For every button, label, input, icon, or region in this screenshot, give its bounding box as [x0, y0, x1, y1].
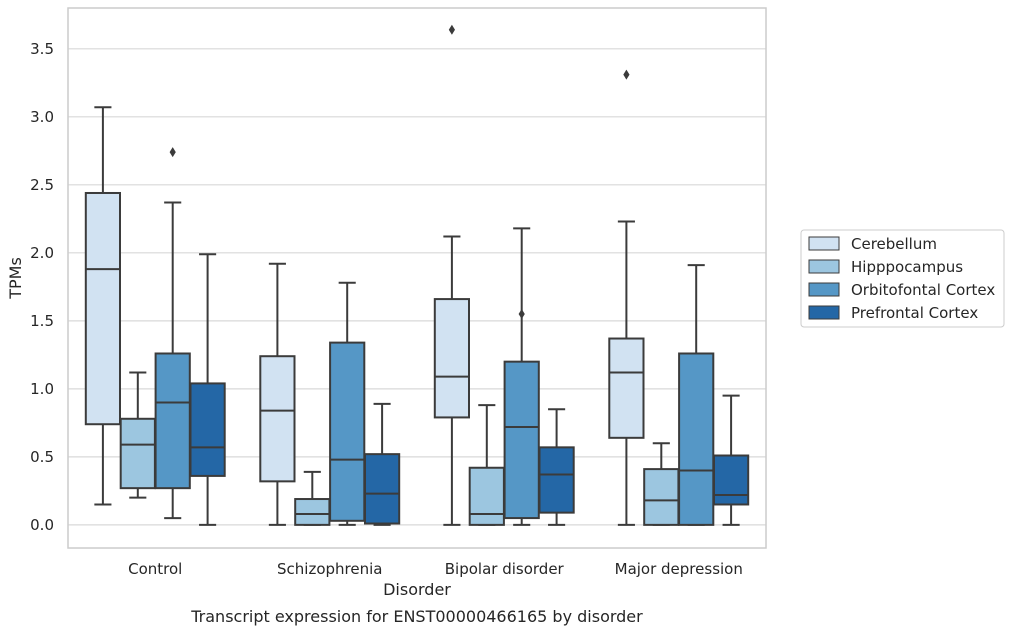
legend-label: Cerebellum: [851, 235, 937, 253]
box-group: [84, 106, 122, 506]
outlier-point: [448, 24, 455, 35]
box-group: [678, 264, 715, 526]
y-axis-ticks: 0.0 0.5 1.0 1.5 2.0 2.5 3.0 3.5: [30, 40, 54, 534]
legend-label: Hipppocampus: [851, 258, 963, 276]
box-group: [538, 408, 575, 526]
box-group: [608, 69, 645, 526]
legend-label: Prefrontal Cortex: [851, 304, 978, 322]
y-tick-label: 0.0: [30, 516, 54, 534]
y-tick-label: 2.0: [30, 244, 54, 262]
box: [189, 382, 226, 477]
x-tick-label: Control: [128, 560, 182, 578]
outlier-point: [518, 309, 525, 320]
box-group: [294, 470, 331, 526]
x-tick-label: Schizophrenia: [277, 560, 382, 578]
y-tick-label: 0.5: [30, 448, 54, 466]
box: [468, 466, 505, 526]
box-group: [468, 404, 505, 526]
box-group: [329, 281, 366, 526]
box: [538, 446, 575, 514]
box: [433, 298, 471, 419]
box-group: [189, 253, 226, 526]
y-tick-label: 3.5: [30, 40, 54, 58]
y-tick-label: 2.5: [30, 176, 54, 194]
box-group: [363, 402, 401, 526]
box: [643, 468, 680, 526]
box: [608, 337, 645, 439]
box: [259, 355, 296, 483]
box-group: [119, 371, 156, 499]
legend-swatch: [808, 236, 840, 251]
y-tick-label: 1.0: [30, 380, 54, 398]
box: [712, 454, 750, 506]
legend-swatch: [808, 305, 840, 320]
plot-frame: [67, 7, 767, 549]
outlier-point: [623, 69, 630, 80]
y-tick-label: 1.5: [30, 312, 54, 330]
box-group: [503, 227, 540, 526]
box-group: [154, 147, 191, 520]
box: [363, 453, 401, 525]
y-tick-label: 3.0: [30, 108, 54, 126]
x-axis-ticks: Control Schizophrenia Bipolar disorder Majo…: [128, 560, 743, 578]
outlier-point: [169, 147, 176, 158]
box: [294, 498, 331, 526]
box: [329, 341, 366, 522]
box-group: [643, 442, 680, 526]
legend-label: Orbitofontal Cortex: [851, 281, 995, 299]
box: [678, 352, 715, 526]
boxes: [84, 24, 750, 526]
legend: Cerebellum Hipppocampus Orbitofontal Corte…: [800, 229, 1005, 328]
legend-swatch: [808, 259, 840, 274]
legend-frame: [800, 229, 1005, 328]
legend-swatch: [808, 282, 840, 297]
chart-caption: Transcript expression for ENST0000046616…: [190, 607, 643, 626]
box-group: [712, 394, 750, 526]
box-group: [259, 262, 296, 526]
box: [503, 360, 540, 520]
box: [119, 417, 156, 490]
y-axis-label: TPMs: [6, 257, 25, 300]
box: [154, 352, 191, 490]
x-tick-label: Major depression: [615, 560, 743, 578]
box-group: [433, 24, 471, 526]
x-axis-label: Disorder: [383, 580, 451, 599]
x-tick-label: Bipolar disorder: [445, 560, 565, 578]
box: [84, 191, 122, 426]
